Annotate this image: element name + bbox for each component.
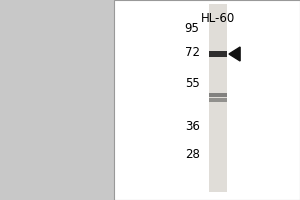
- Text: 72: 72: [184, 46, 200, 58]
- Bar: [209, 4, 227, 192]
- Bar: [114, 0, 300, 200]
- Text: HL-60: HL-60: [201, 12, 235, 25]
- Bar: [209, 98, 227, 102]
- Bar: [209, 51, 227, 57]
- Text: 95: 95: [185, 21, 200, 34]
- Text: 55: 55: [185, 77, 200, 90]
- Text: 36: 36: [185, 119, 200, 132]
- Text: 28: 28: [185, 148, 200, 160]
- Polygon shape: [229, 47, 240, 61]
- Bar: [209, 93, 227, 97]
